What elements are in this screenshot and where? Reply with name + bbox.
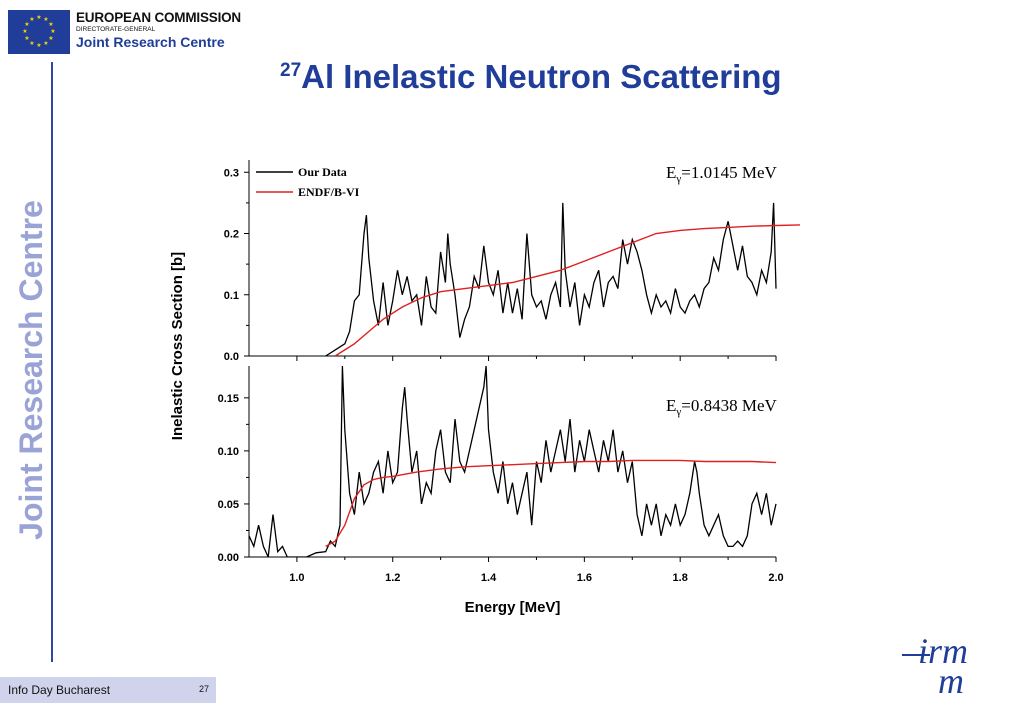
x-tick-label: 1.6 xyxy=(577,572,592,584)
org-name: EUROPEAN COMMISSION xyxy=(76,10,241,25)
x-tick-label: 1.0 xyxy=(289,572,304,584)
svg-text:★: ★ xyxy=(29,16,34,23)
org-jrc: Joint Research Centre xyxy=(76,34,225,50)
side-banner-text: Joint Research Centre xyxy=(13,200,49,540)
org-directorate: DIRECTORATE-GENERAL xyxy=(76,26,156,33)
y-tick-label: 0.05 xyxy=(218,499,239,511)
x-tick-label: 1.4 xyxy=(481,572,497,584)
irmm-logo-text-top: irm xyxy=(918,631,968,671)
y-tick-label: 0.15 xyxy=(218,393,239,405)
y-tick-label: 0.3 xyxy=(224,167,239,179)
page-number: 27 xyxy=(199,684,210,694)
svg-text:★: ★ xyxy=(48,35,53,42)
svg-text:★: ★ xyxy=(24,35,29,42)
svg-text:★: ★ xyxy=(36,42,41,49)
energy-annotation: Eγ=1.0145 MeV xyxy=(666,163,778,185)
irmm-logo-text-bottom: m xyxy=(938,661,964,697)
y-tick-label: 0.0 xyxy=(224,351,239,363)
y-tick-label: 0.2 xyxy=(224,229,239,241)
annotation-subscript: γ xyxy=(675,173,681,185)
legend-label: Our Data xyxy=(298,165,347,179)
x-tick-label: 1.2 xyxy=(385,572,400,584)
annotation-prefix: E xyxy=(666,396,676,415)
series-line-our-data xyxy=(249,365,777,557)
panel-bottom: 0.00 0.05 0.10 0.15 1.0 1.2 1.4 1.6 1.8 2.0 Eγ=0.8… xyxy=(169,252,784,616)
svg-text:★: ★ xyxy=(24,21,29,28)
y-tick-label: 0.00 xyxy=(218,552,239,564)
annotation-subscript: γ xyxy=(675,406,681,418)
x-tick-label: 1.8 xyxy=(673,572,688,584)
footer-event: Info Day Bucharest xyxy=(8,683,111,697)
eu-flag-logo: ★ ★ ★ ★ ★ ★ ★ ★ ★ ★ ★ ★ xyxy=(8,10,70,54)
series-line-endf-b-vi xyxy=(325,459,777,548)
svg-text:★: ★ xyxy=(29,40,34,47)
title-superscript: 27 xyxy=(280,60,302,81)
x-axis-label: Energy [MeV] xyxy=(465,599,561,616)
y-tick-label: 0.1 xyxy=(224,290,239,302)
x-tick-label: 2.0 xyxy=(768,572,783,584)
svg-text:★: ★ xyxy=(50,28,55,35)
chart-legend: Our Data ENDF/B-VI xyxy=(256,165,360,199)
annotation-value: =1.0145 MeV xyxy=(681,163,777,182)
svg-text:★: ★ xyxy=(22,28,27,35)
eu-stars-icon: ★ ★★ ★★★ ★★★ ★★★ xyxy=(22,14,55,49)
svg-text:★: ★ xyxy=(43,40,48,47)
series-line-endf-b-vi xyxy=(334,224,801,356)
annotation-value: =0.8438 MeV xyxy=(681,396,777,415)
side-banner: Joint Research Centre xyxy=(13,200,49,540)
irmm-logo: irm m xyxy=(902,631,968,697)
org-name-block: EUROPEAN COMMISSION DIRECTORATE-GENERAL … xyxy=(76,10,256,54)
footer-bar xyxy=(0,677,216,703)
svg-text:★: ★ xyxy=(43,16,48,23)
annotation-prefix: E xyxy=(666,163,676,182)
svg-text:★: ★ xyxy=(48,21,53,28)
energy-annotation: Eγ=0.8438 MeV xyxy=(666,396,778,418)
legend-label: ENDF/B-VI xyxy=(298,185,360,199)
page-title: 27Al Inelastic Neutron Scattering xyxy=(280,58,782,96)
title-text: Al Inelastic Neutron Scattering xyxy=(301,58,782,95)
series-line-our-data xyxy=(325,202,777,356)
panel-top: 0.0 0.1 0.2 0.3 Eγ=1.0145 MeV Our Data ENDF/B-… xyxy=(224,160,801,363)
y-tick-label: 0.10 xyxy=(218,446,239,458)
svg-text:★: ★ xyxy=(36,14,41,21)
y-axis-label: Inelastic Cross Section [b] xyxy=(169,252,186,440)
divider-line xyxy=(51,62,53,662)
